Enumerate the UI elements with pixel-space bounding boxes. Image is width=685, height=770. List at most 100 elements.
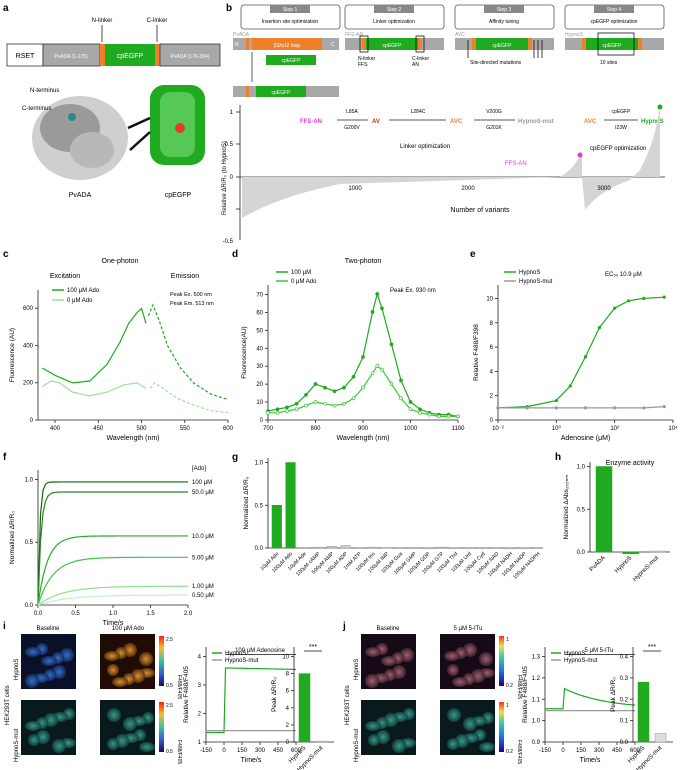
- d-legend-label-1: 0 μM Ado: [291, 279, 317, 285]
- d-point: [389, 342, 394, 347]
- chart-j-stim-label: 5 μM 5-ITu: [585, 648, 614, 654]
- e-point: [613, 406, 617, 410]
- s4-cpegfp: cpEGFP: [603, 43, 623, 49]
- d-line-1: [268, 365, 458, 417]
- chart-j-ytick-label: 1.3: [532, 655, 541, 661]
- d-point: [342, 401, 346, 406]
- n-linker-ffs: N-linker FFS: [358, 56, 376, 68]
- d-point: [275, 407, 280, 412]
- g-bar-9: [395, 547, 406, 549]
- site-directed-label: Site-directed mutations: [470, 60, 522, 66]
- d-xtick-label: 700: [263, 426, 274, 432]
- f-xlabel: Time/s: [103, 620, 124, 627]
- j-cells: [365, 643, 495, 753]
- e-xtick-label: 10⁰: [552, 425, 562, 432]
- e-xtick-label: 10²: [610, 426, 619, 432]
- chart-i-xlabel: Time/s: [241, 757, 262, 764]
- d-point: [304, 403, 308, 408]
- e-ytick-label: 2: [490, 394, 494, 400]
- d-point: [370, 371, 375, 376]
- c-excitation-line-0: [42, 307, 147, 384]
- cell: [392, 739, 406, 753]
- mut-4: cpEGFP I23W: [612, 109, 632, 131]
- e-point: [568, 384, 572, 388]
- cell: [28, 734, 40, 746]
- e-point: [583, 406, 588, 410]
- h-title: Enzyme activity: [606, 460, 655, 467]
- g-bar-0: [271, 505, 282, 549]
- c-xtick-label: 500: [136, 426, 147, 432]
- f-ytick-label: 1.0: [25, 477, 34, 483]
- b-ytick-1: 1: [230, 110, 234, 116]
- f-ytick-label: 0.5: [25, 540, 34, 546]
- d-point: [418, 410, 422, 415]
- step-2-title: Linker optimization: [373, 19, 415, 25]
- step-2: Step 2 Linker optimization: [344, 4, 445, 30]
- f-legend-label-3: 5.00 μM: [192, 555, 214, 561]
- g-bar-14: [464, 547, 475, 549]
- path-av: AV: [372, 119, 380, 125]
- c-emission-line-1: [149, 382, 229, 414]
- cell: [52, 739, 66, 753]
- d-ytick-label: 60: [256, 310, 263, 316]
- h-bar-1: [622, 551, 639, 554]
- c-ytick-label: 400: [23, 343, 34, 349]
- i-baseline: Baseline: [36, 626, 60, 632]
- panel-f-label: f: [3, 452, 7, 463]
- chart-j-xtick-label: 450: [612, 748, 623, 754]
- d-ytick-label: 70: [256, 292, 263, 298]
- cell: [463, 717, 477, 731]
- panel-j-label: j: [342, 621, 346, 632]
- chart-i-legend-label-1: HypnoS-mut: [225, 658, 259, 664]
- f-line-4: [37, 585, 189, 606]
- f-legend-label-0: 100 μM: [192, 480, 212, 486]
- c-emission-line-0: [147, 303, 229, 401]
- d-point: [408, 400, 413, 404]
- g-bar-3: [313, 546, 324, 549]
- d-point: [456, 414, 460, 419]
- d-ytick-label: 30: [256, 364, 263, 370]
- chart-i-bar-1: [315, 740, 328, 743]
- chart-j-xlabel: Time/s: [580, 757, 601, 764]
- d-point: [399, 396, 403, 401]
- c-ytick-label: 200: [23, 381, 34, 387]
- g-bar-12: [436, 546, 447, 549]
- c-excitation: Excitation: [50, 273, 80, 280]
- d-point: [361, 385, 365, 390]
- cell: [479, 652, 493, 666]
- f-line-2: [37, 535, 188, 606]
- step-1: Step 1 Insertion site optimization: [240, 4, 341, 30]
- panel-h-label: h: [555, 452, 561, 463]
- cpegfp-label: cpEGFP: [117, 53, 144, 60]
- e-legend-label-0: HypnoS: [519, 270, 540, 276]
- cell: [447, 708, 461, 722]
- d-point: [323, 385, 327, 390]
- g-bar-17: [505, 547, 516, 550]
- f-legend-label-5: 0.50 μM: [192, 593, 214, 599]
- cell: [107, 708, 121, 722]
- chart-i-xtick-label: 300: [255, 748, 266, 754]
- d-point: [266, 410, 270, 415]
- c-xtick-label: 600: [223, 426, 234, 432]
- c-xtick-label: 550: [180, 426, 191, 432]
- cell: [107, 738, 119, 750]
- chart-i-xtick-label: 600: [291, 748, 302, 754]
- chart-j-ytick-label: 0.9: [532, 740, 541, 746]
- d-ylabel: Fluorescence(AU): [241, 326, 248, 378]
- j-row1: HypnoS: [354, 659, 360, 680]
- chart-i-xtick-label: 0: [222, 748, 226, 754]
- chart-j-xtick-label: 300: [594, 748, 605, 754]
- mut-2: L284C: [411, 109, 426, 115]
- i-row2: HypnoS-mut: [14, 728, 20, 762]
- chart-i-bar-ytick-label: 6: [286, 689, 290, 695]
- g-bar-13: [450, 547, 461, 549]
- j-row2: HypnoS-mut: [354, 728, 360, 762]
- chart-j-bar-ytick-label: 0.0: [620, 740, 629, 746]
- b-ylabel: Relative ΔR/R₀ (to HypnoS): [222, 141, 228, 215]
- e-point: [583, 355, 588, 359]
- panel-a-label: a: [3, 3, 9, 14]
- panel-d-label: d: [232, 249, 238, 260]
- step-4-title: cpEGFP optimization: [591, 19, 638, 25]
- e-ytick-label: 0: [490, 418, 494, 424]
- chart-i-bar-ytick-label: 8: [286, 672, 290, 678]
